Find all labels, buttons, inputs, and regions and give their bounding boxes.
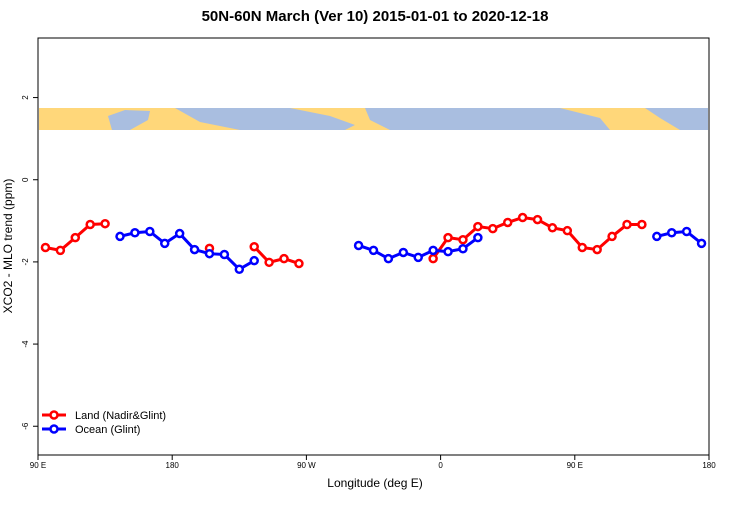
x-tick-label: 0 (438, 461, 443, 470)
legend-marker (49, 424, 59, 434)
point (562, 225, 573, 236)
point (502, 217, 513, 228)
point (294, 258, 304, 269)
y-tick-label: 2 (21, 95, 30, 100)
plot-frame (37, 37, 710, 456)
point (174, 228, 185, 239)
point (204, 248, 215, 259)
point (40, 242, 51, 253)
point (547, 223, 558, 233)
point (383, 253, 394, 264)
point (279, 253, 289, 264)
point (592, 244, 602, 255)
point (249, 255, 259, 266)
point (532, 214, 543, 225)
point (145, 226, 155, 237)
point (100, 218, 110, 229)
x-tick-label: 90 E (567, 461, 583, 470)
point (488, 223, 498, 234)
y-tick-label: -6 (21, 422, 30, 430)
point (637, 219, 647, 230)
point (607, 231, 617, 242)
y-tick-label: -4 (21, 340, 30, 348)
point (473, 221, 483, 232)
point (458, 234, 468, 245)
x-axis-label: Longitude (deg E) (327, 476, 422, 490)
point (398, 247, 409, 258)
point (458, 244, 468, 254)
point (428, 253, 438, 264)
point (473, 232, 483, 243)
point (696, 238, 707, 249)
chart-title: 50N-60N March (Ver 10) 2015-01-01 to 202… (202, 8, 549, 25)
point (264, 257, 274, 268)
point (249, 241, 259, 252)
point (577, 242, 588, 253)
y-tick-label: -2 (21, 258, 30, 266)
x-tick-label: 180 (702, 461, 716, 470)
point (443, 246, 453, 257)
legend-label: Land (Nadir&Glint) (75, 410, 166, 422)
point (159, 238, 170, 249)
point (85, 219, 95, 230)
point (681, 226, 692, 237)
y-tick-label: 0 (21, 177, 30, 182)
point (115, 231, 125, 242)
point (443, 232, 453, 243)
point (189, 244, 200, 255)
x-tick-label: 90 E (30, 461, 46, 470)
map-strip (39, 108, 708, 130)
point (353, 240, 364, 251)
point (70, 232, 81, 243)
point (428, 245, 438, 256)
legend-label: Ocean (Glint) (75, 424, 140, 436)
point (234, 264, 245, 275)
x-tick-label: 90 W (297, 461, 316, 470)
point (55, 245, 66, 256)
point (219, 249, 230, 260)
point (413, 252, 423, 263)
y-axis-label: XCO2 - MLO trend (ppm) (1, 179, 15, 314)
point (622, 219, 632, 230)
point (130, 227, 140, 238)
x-tick-label: 180 (166, 461, 180, 470)
point (666, 227, 677, 238)
point (517, 212, 528, 223)
legend-marker (49, 410, 59, 420)
point (368, 245, 379, 256)
point (652, 231, 662, 242)
